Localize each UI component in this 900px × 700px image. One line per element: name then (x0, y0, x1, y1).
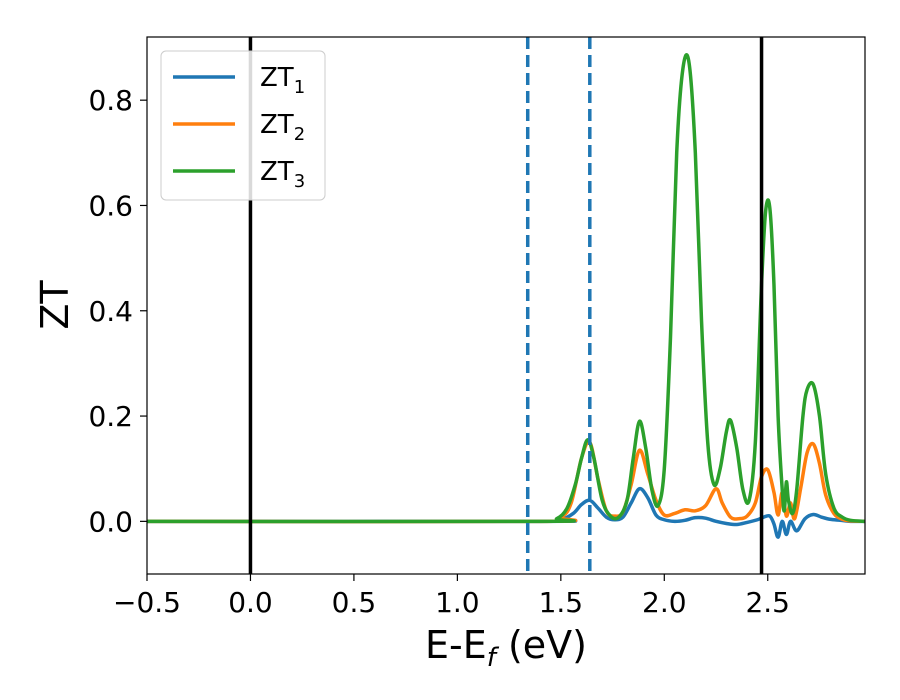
series-line-zt1 (147, 486, 865, 539)
y-tick-label: 0.6 (88, 189, 133, 222)
y-tick-label: 0.8 (88, 84, 133, 117)
legend: ZT1 ZT2 ZT3 (160, 50, 326, 201)
x-tick-label: 2.0 (642, 586, 687, 619)
legend-entry-zt3: ZT3 (173, 157, 305, 192)
legend-label-zt3: ZT3 (260, 157, 305, 192)
y-axis-label: ZT (33, 280, 77, 330)
x-tick-label: 0.0 (228, 586, 273, 619)
x-tick-label: 0.5 (332, 586, 377, 619)
x-tick-label: 1.5 (539, 586, 584, 619)
y-tick-label: 0.0 (88, 505, 133, 538)
y-tick-label: 0.2 (88, 400, 133, 433)
x-tick-label: 2.5 (745, 586, 790, 619)
legend-entry-zt2: ZT2 (173, 110, 305, 145)
reference-lines (248, 37, 764, 574)
x-axis-ticks: −0.5 0.0 0.5 1.0 1.5 2.0 2.5 (113, 574, 790, 619)
legend-label-zt1: ZT1 (260, 63, 305, 98)
series-line-zt2 (147, 439, 865, 524)
y-tick-label: 0.4 (88, 295, 133, 328)
series-lines (147, 53, 865, 539)
y-axis-ticks: 0.0 0.2 0.4 0.6 0.8 (88, 84, 147, 538)
x-tick-label: 1.0 (435, 586, 480, 619)
legend-box (160, 50, 326, 201)
x-tick-label: −0.5 (113, 586, 181, 619)
legend-entry-zt1: ZT1 (173, 63, 305, 98)
legend-label-zt2: ZT2 (260, 110, 305, 145)
plot-frame (146, 36, 866, 575)
x-axis-label: E-Ef (eV) (425, 623, 587, 673)
series-line-zt3 (147, 53, 865, 524)
